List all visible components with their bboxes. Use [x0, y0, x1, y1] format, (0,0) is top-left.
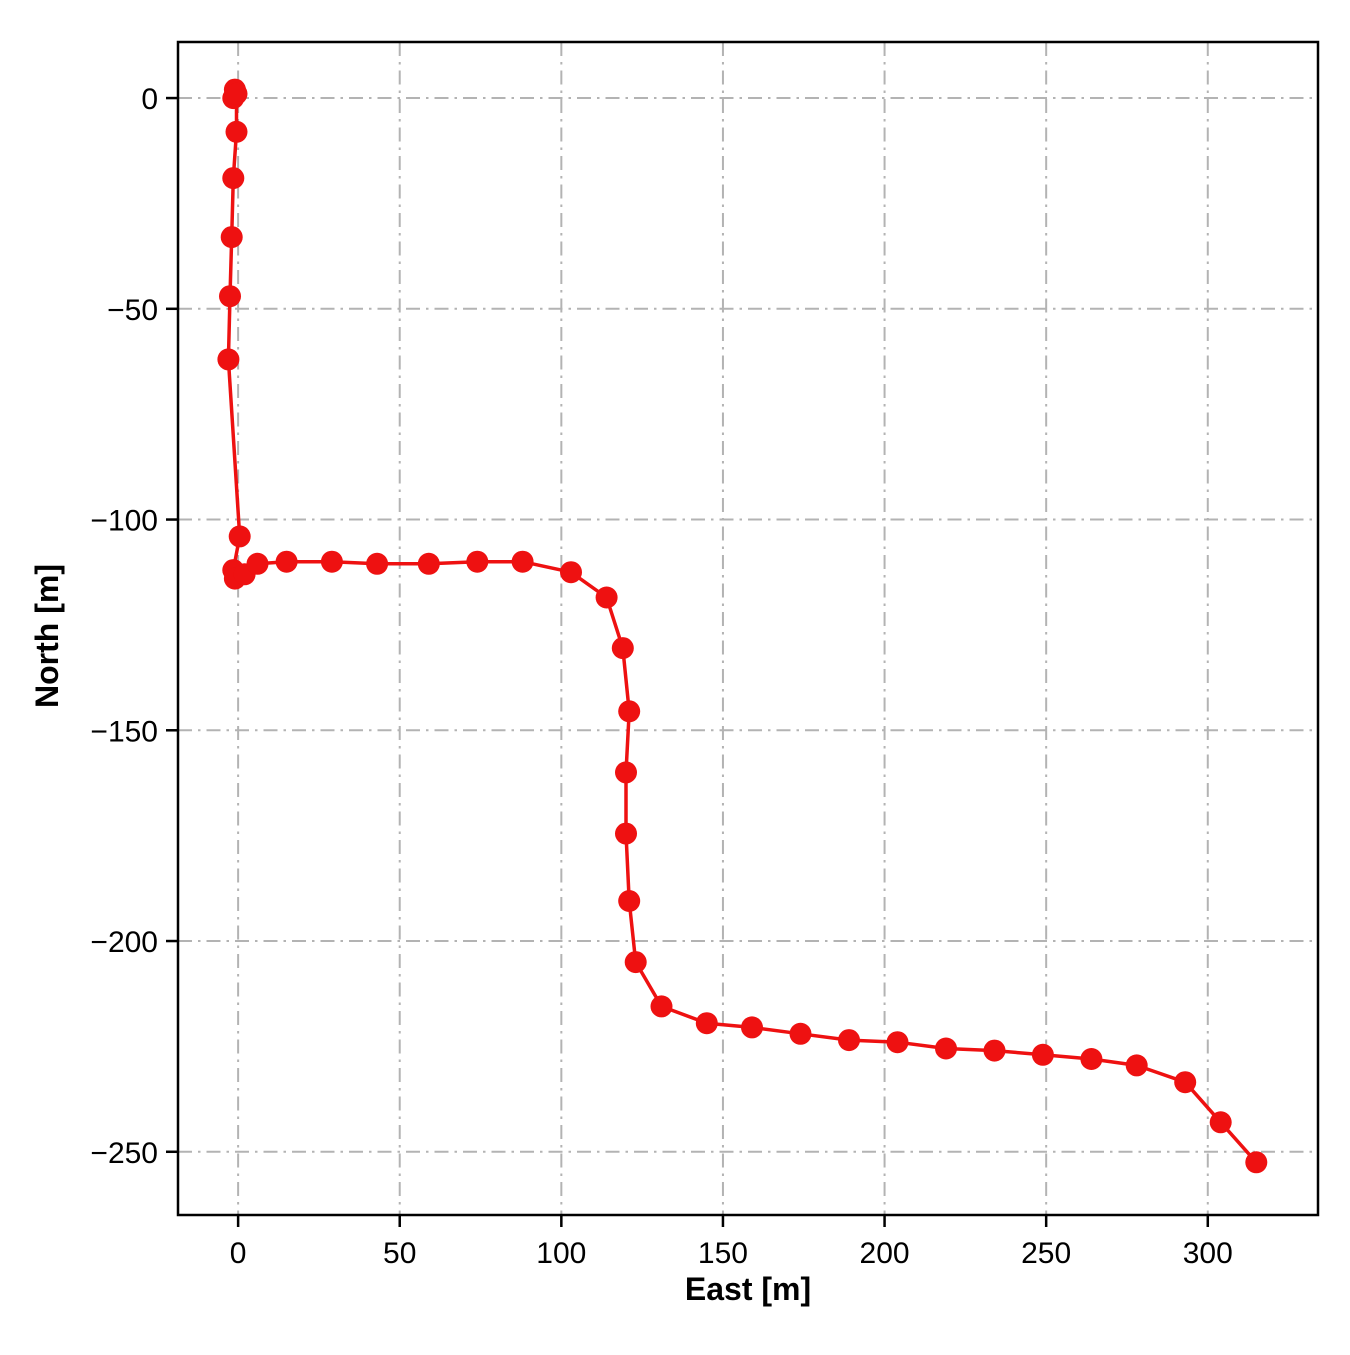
plot-frame — [176, 40, 1320, 1217]
x-tick-label: 100 — [536, 1237, 586, 1270]
trajectory-line — [226, 87, 1259, 1165]
data-point-marker — [741, 1016, 763, 1039]
data-point-marker — [838, 1029, 860, 1052]
data-point-marker — [650, 995, 673, 1018]
y-tick-label: −200 — [90, 926, 158, 959]
data-point-marker — [1080, 1048, 1103, 1070]
data-point-marker — [1245, 1151, 1268, 1174]
data-point-marker — [511, 550, 534, 573]
data-point-marker — [611, 637, 634, 660]
data-series — [217, 78, 1268, 1174]
y-axis-label: North [m] — [29, 564, 65, 708]
data-point-marker — [228, 525, 251, 548]
tick-labels: 0 50 100 150 200 250 300 0 −50 −100 −150 −200 −250 — [90, 83, 1232, 1270]
data-point-marker — [624, 951, 647, 974]
data-point-marker — [886, 1031, 909, 1054]
y-tick-label: −150 — [90, 715, 158, 748]
data-point-marker — [1031, 1043, 1054, 1066]
data-point-marker — [695, 1012, 718, 1035]
axis-ticks — [166, 96, 1210, 1227]
data-point-marker — [225, 120, 248, 143]
y-tick-label: −100 — [90, 505, 158, 538]
y-tick-label: −250 — [90, 1137, 158, 1170]
data-point-marker — [560, 561, 582, 584]
data-point-marker — [466, 550, 489, 573]
data-point-marker — [1209, 1111, 1232, 1134]
data-point-marker — [219, 285, 241, 308]
x-tick-label: 150 — [698, 1237, 748, 1270]
plot-border — [176, 40, 1320, 1217]
data-point-marker — [1174, 1071, 1197, 1094]
y-tick-label: −50 — [107, 294, 158, 327]
data-point-marker — [615, 761, 637, 784]
data-point-marker — [618, 890, 641, 912]
x-tick-label: 300 — [1183, 1237, 1233, 1270]
x-axis-label: East [m] — [685, 1271, 811, 1307]
data-point-marker — [246, 552, 269, 575]
y-tick-label: 0 — [141, 83, 158, 116]
data-point-marker — [935, 1037, 957, 1060]
grid-lines — [178, 42, 1318, 1215]
data-point-marker — [225, 82, 248, 105]
data-point-marker — [417, 552, 440, 575]
data-point-marker — [320, 550, 343, 573]
data-point-marker — [217, 348, 240, 371]
x-tick-label: 0 — [230, 1237, 247, 1270]
data-point-marker — [275, 550, 298, 573]
data-point-marker — [1125, 1054, 1148, 1077]
data-point-marker — [220, 226, 243, 249]
x-tick-label: 200 — [860, 1237, 910, 1270]
data-point-marker — [618, 700, 641, 723]
x-tick-label: 50 — [383, 1237, 416, 1270]
data-point-marker — [595, 586, 618, 609]
data-point-marker — [789, 1022, 812, 1045]
data-point-marker — [615, 822, 637, 845]
x-tick-label: 250 — [1021, 1237, 1071, 1270]
data-point-marker — [222, 167, 245, 190]
data-point-marker — [366, 552, 389, 575]
data-point-marker — [983, 1039, 1006, 1062]
